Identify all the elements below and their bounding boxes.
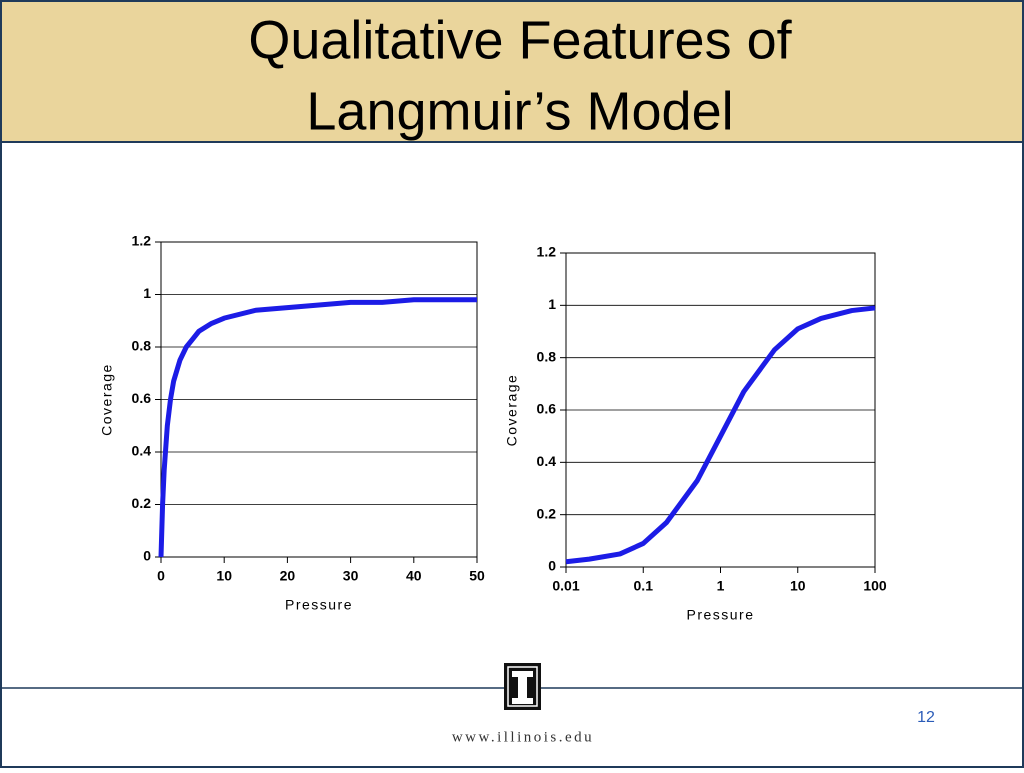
y-tick-label: 0.6 <box>537 401 557 417</box>
y-tick-label: 0.6 <box>132 390 152 406</box>
x-tick-label: 0 <box>157 568 165 584</box>
x-axis-label: Pressure <box>285 597 353 613</box>
x-axis-label: Pressure <box>686 607 754 623</box>
x-tick-label: 40 <box>406 568 422 584</box>
x-tick-label: 10 <box>790 578 806 594</box>
x-tick-label: 50 <box>469 568 485 584</box>
y-tick-label: 0.8 <box>537 348 557 364</box>
x-tick-label: 0.1 <box>634 578 654 594</box>
plot-frame <box>160 241 478 558</box>
y-tick-label: 0.8 <box>132 338 152 354</box>
x-tick-label: 100 <box>863 578 887 594</box>
y-tick-label: 0.2 <box>537 505 557 521</box>
title-band <box>0 0 1024 142</box>
x-tick-label: 30 <box>343 568 359 584</box>
y-tick-label: 0.4 <box>537 453 557 469</box>
logo <box>504 663 541 710</box>
y-tick-label: 1 <box>143 285 151 301</box>
y-tick-label: 1 <box>548 296 556 312</box>
x-tick-label: 0.01 <box>552 578 579 594</box>
y-tick-label: 1.2 <box>537 244 557 260</box>
y-axis-label: Coverage <box>504 374 520 447</box>
data-line <box>158 297 477 558</box>
x-tick-label: 1 <box>717 578 725 594</box>
y-tick-label: 0 <box>143 548 151 564</box>
x-tick-label: 20 <box>280 568 296 584</box>
y-tick-label: 0 <box>548 558 556 574</box>
y-tick-label: 0.4 <box>132 443 152 459</box>
title: Qualitative Features of <box>248 10 792 70</box>
y-tick-label: 1.2 <box>132 233 152 249</box>
x-tick-label: 10 <box>216 568 232 584</box>
title: Langmuir’s Model <box>306 81 733 141</box>
data-line <box>565 305 876 565</box>
y-axis-label: Coverage <box>99 363 115 436</box>
page-number: 12 <box>917 709 935 726</box>
y-tick-label: 0.2 <box>132 495 152 511</box>
footer-url: www.illinois.edu <box>452 729 594 745</box>
